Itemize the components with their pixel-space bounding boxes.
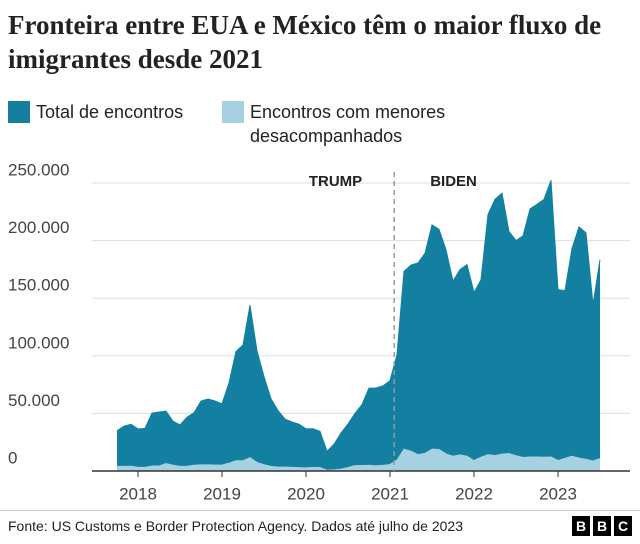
legend-swatch [8, 101, 30, 123]
x-tick-label: 2019 [203, 484, 241, 503]
area-edge [116, 180, 601, 453]
legend-swatch [222, 101, 244, 123]
y-tick-label: 150.000 [8, 276, 69, 295]
annotation: BIDEN [430, 173, 477, 190]
logo-letter: B [572, 516, 590, 536]
chart-title: Fronteira entre EUA e México têm o maior… [8, 10, 602, 74]
x-tick-label: 2018 [119, 484, 157, 503]
legend-label: Encontros com menores desacompanhados [250, 102, 446, 146]
x-tick-label: 2022 [455, 484, 493, 503]
logo-letter: B [593, 516, 611, 536]
y-tick-label: 200.000 [8, 218, 69, 237]
y-tick-label: 50.000 [8, 391, 60, 410]
x-tick-label: 2020 [287, 484, 325, 503]
chart: 0 50.000 100.000 150.000 200.000 250.000 2018 2… [8, 160, 630, 503]
y-tick-label: 100.000 [8, 333, 69, 352]
annotation: TRUMP [309, 173, 362, 190]
y-tick-label: 0 [8, 448, 17, 467]
area-edge [117, 448, 601, 471]
legend-item: Encontros com menores desacompanhados [222, 100, 482, 148]
logo-letter: C [614, 516, 632, 536]
x-tick-label: 2021 [371, 484, 409, 503]
source: Fonte: US Customs e Border Protection Ag… [8, 518, 463, 534]
area-fill [117, 180, 600, 471]
legend-item: Total de encontros [8, 100, 228, 124]
y-tick-label: 250.000 [8, 160, 69, 179]
legend-label: Total de encontros [36, 102, 184, 122]
x-tick-label: 2023 [539, 484, 577, 503]
footer-rule [0, 510, 640, 511]
area-fill [117, 449, 600, 471]
